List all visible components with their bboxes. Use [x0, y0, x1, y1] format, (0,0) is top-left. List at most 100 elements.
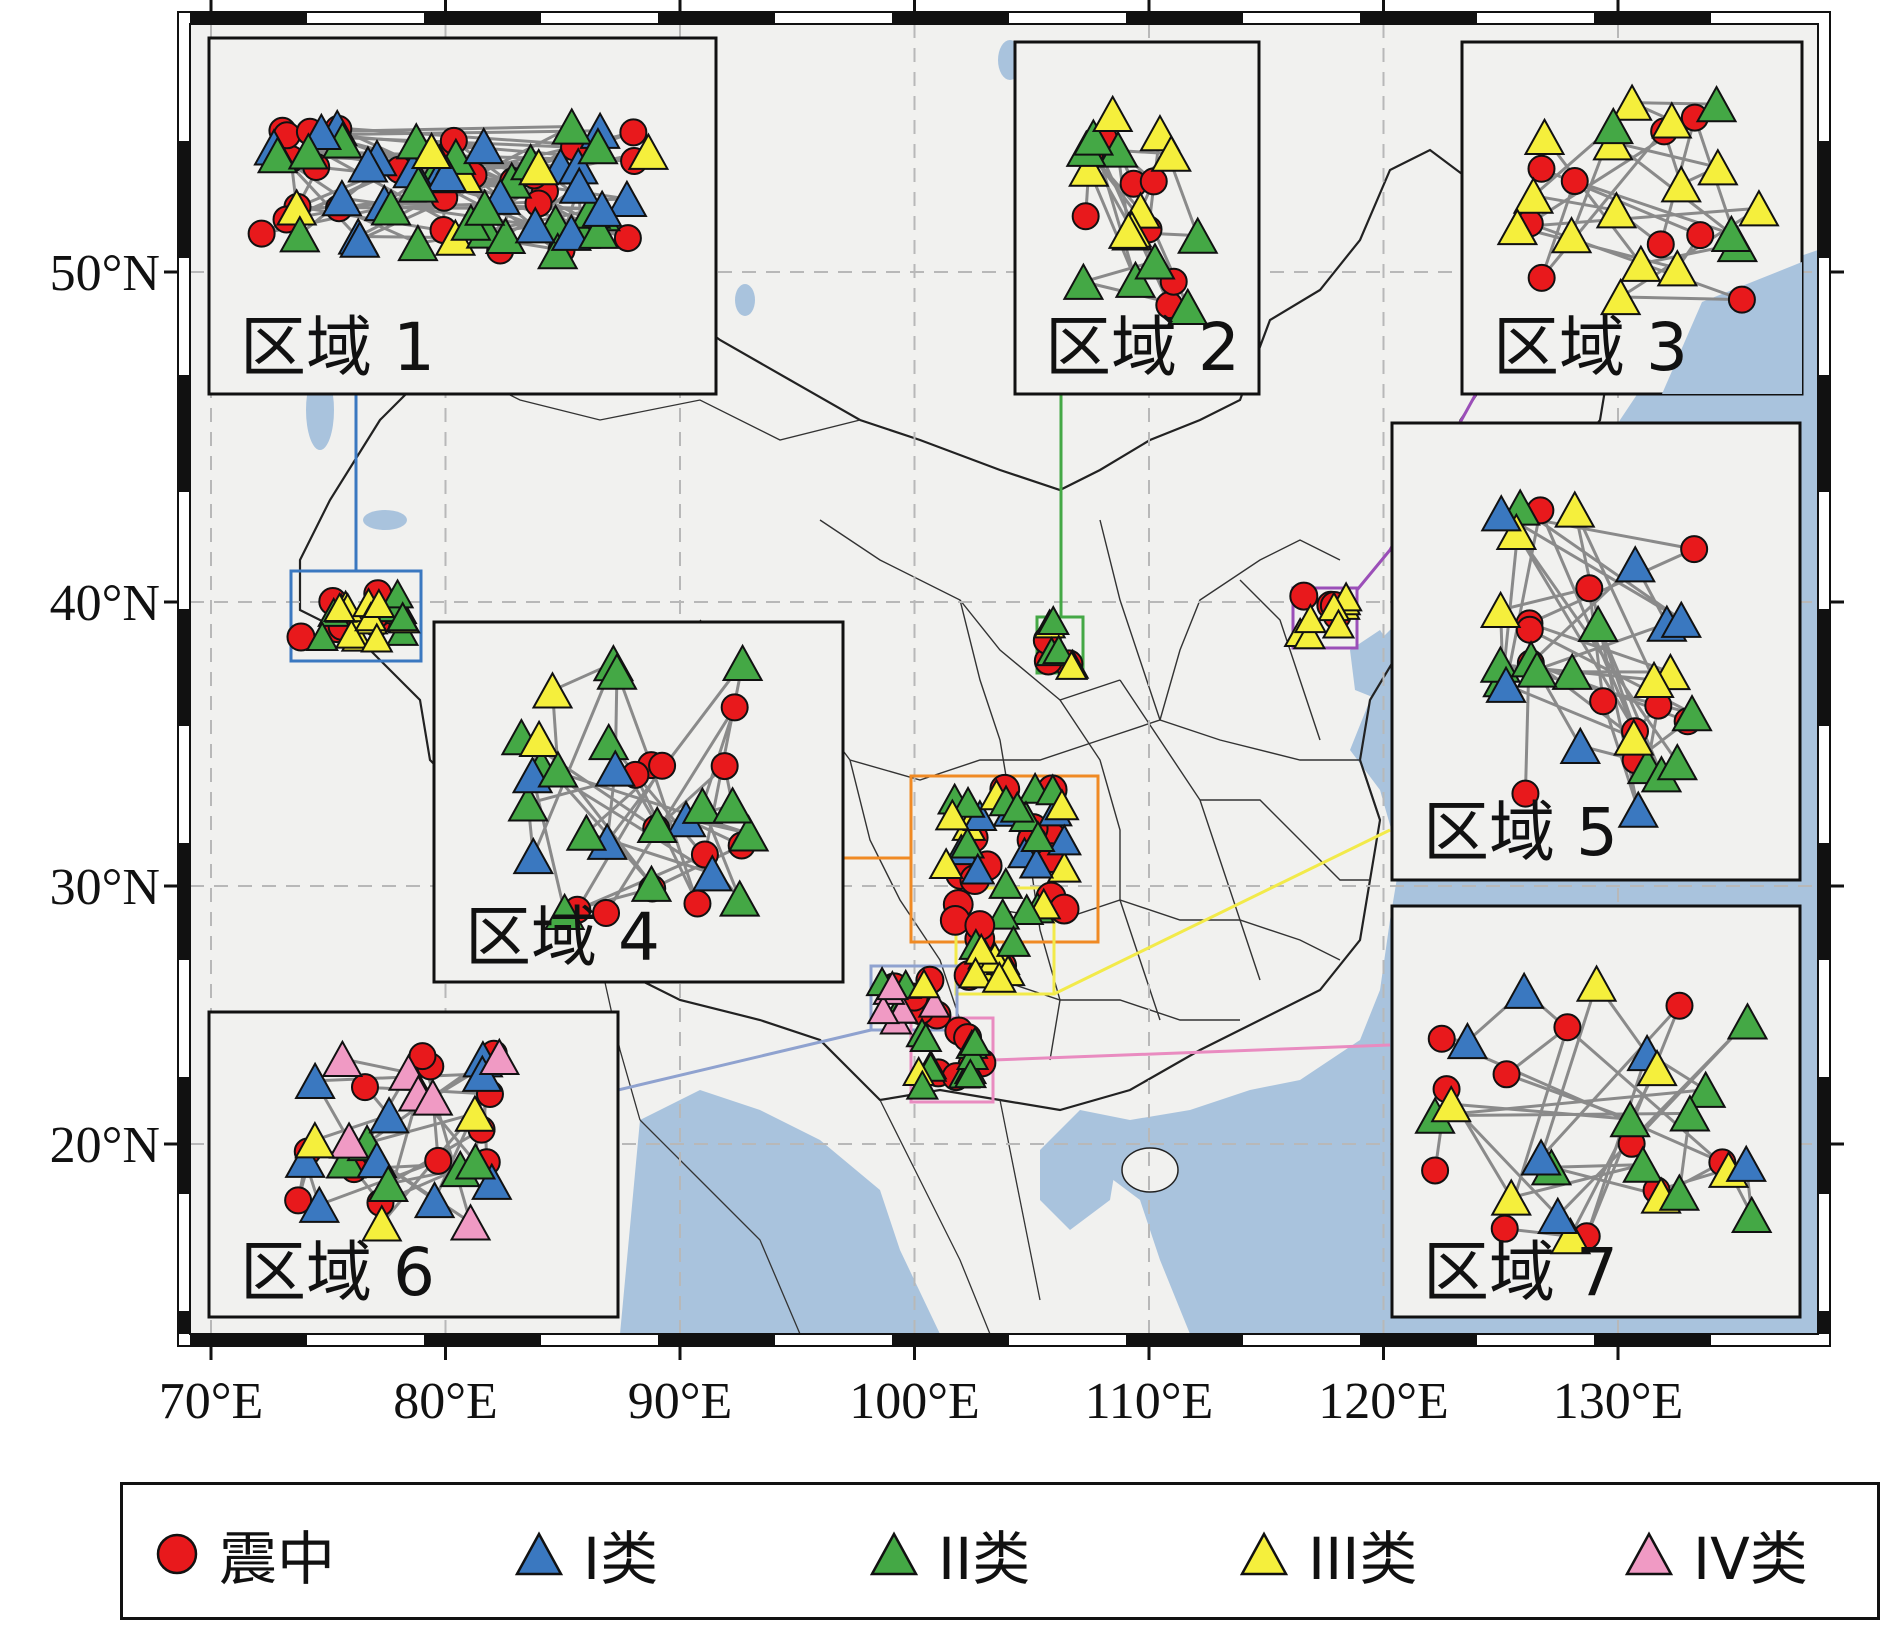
- epicenter-marker: [1139, 167, 1168, 196]
- station-triangle: [334, 618, 369, 649]
- station-triangle: [1651, 101, 1693, 139]
- station-triangle: [718, 879, 761, 917]
- station-triangle: [963, 932, 999, 965]
- station-link: [1539, 983, 1599, 1158]
- frame-block: [892, 1334, 1009, 1346]
- station-triangle: [536, 231, 579, 270]
- station-triangle: [957, 956, 994, 989]
- station-triangle: [1577, 604, 1619, 642]
- legend-class-iii: III类: [1238, 1485, 1417, 1623]
- axis-tick-labels: 70°E 80°E 90°E 100°E 110°E 120°E 130°E 50°N 40°N…: [50, 245, 1684, 1430]
- station-triangle: [464, 188, 506, 226]
- station-triangle: [1020, 820, 1056, 852]
- station-link: [1500, 586, 1590, 612]
- station-triangle: [565, 813, 608, 851]
- station-triangle: [1725, 1144, 1767, 1182]
- station-triangle: [1520, 1138, 1562, 1176]
- station-triangle: [463, 126, 505, 165]
- station-triangle: [410, 131, 453, 170]
- epicenter-marker: [1646, 230, 1675, 259]
- epicenter-marker: [1589, 687, 1618, 716]
- frame-block: [1594, 1334, 1711, 1346]
- inset-label: 区域 6: [240, 1234, 435, 1311]
- legend: 震中 I类 II类 III类 IV类: [120, 1482, 1880, 1620]
- station-triangle: [875, 970, 910, 1001]
- epicenter-marker: [1071, 202, 1100, 231]
- lat-tick-label: 30°N: [50, 859, 160, 916]
- inset-region-1: 区域 1: [207, 36, 718, 396]
- legend-class-i-label: I类: [583, 1525, 659, 1593]
- frame-block: [1126, 1334, 1243, 1346]
- station-triangle: [1072, 118, 1115, 156]
- station-triangle: [551, 107, 593, 145]
- legend-epicenter-label: 震中: [219, 1525, 336, 1593]
- station-link: [1504, 510, 1542, 686]
- station-triangle: [1614, 545, 1656, 583]
- station-triangle: [995, 925, 1032, 957]
- station-triangle: [905, 1069, 940, 1100]
- station-triangle: [518, 148, 560, 186]
- station-triangle: [1730, 1195, 1773, 1233]
- station-triangle: [514, 206, 556, 244]
- station-link: [1451, 1102, 1631, 1121]
- station-triangle: [256, 135, 299, 174]
- station-link: [531, 662, 615, 857]
- frame-block: [178, 1077, 190, 1194]
- frame-block: [1818, 1077, 1830, 1194]
- epicenter-marker: [1686, 221, 1715, 250]
- frame-block: [658, 1334, 775, 1346]
- station-triangle: [949, 826, 986, 859]
- station-triangle: [1009, 893, 1045, 926]
- frame-block: [658, 12, 775, 24]
- frame-block: [424, 1334, 541, 1346]
- lat-tick-label: 40°N: [50, 575, 160, 632]
- station-triangle: [361, 1204, 403, 1242]
- station-triangle: [413, 1180, 456, 1219]
- station-triangle: [934, 798, 971, 831]
- country-boundary: [298, 148, 1612, 1112]
- epicenter-marker: [720, 693, 749, 722]
- station-triangle: [531, 671, 574, 709]
- epicenter-marker: [1527, 263, 1556, 292]
- frame-block: [178, 843, 190, 960]
- station-triangle: [1595, 191, 1638, 229]
- frame-block: [1818, 375, 1830, 492]
- station-triangle: [727, 814, 770, 852]
- station-triangle: [950, 785, 986, 818]
- station-link: [1515, 531, 1679, 763]
- station-triangle: [1695, 84, 1738, 123]
- station-triangle: [425, 154, 468, 192]
- inset-label: 区域 1: [240, 309, 435, 386]
- station-triangle: [909, 1021, 943, 1053]
- station-link: [1536, 622, 1668, 671]
- station-triangle: [362, 587, 396, 619]
- station-triangle: [1293, 603, 1328, 634]
- station-triangle: [1537, 1196, 1579, 1234]
- station-link: [605, 662, 744, 843]
- class-i-triangle-icon: [514, 1531, 564, 1576]
- legend-class-ii-label: II类: [938, 1525, 1031, 1593]
- station-triangle: [917, 987, 952, 1018]
- epicenter-marker: [1575, 574, 1604, 603]
- station-triangle: [1609, 1100, 1651, 1138]
- station-triangle: [543, 892, 586, 931]
- station-triangle: [953, 1058, 988, 1089]
- station-triangle: [1554, 490, 1596, 528]
- frame-block: [178, 375, 190, 492]
- map-frame: [164, 0, 1844, 1360]
- station-triangle: [484, 216, 527, 255]
- station-triangle: [1684, 1070, 1727, 1108]
- class-iv-triangle-icon: [1624, 1531, 1674, 1576]
- leader-line: [992, 1043, 1391, 1062]
- frame-block: [1594, 12, 1711, 24]
- station-triangle: [577, 127, 619, 165]
- inset-region-3: 区域 3: [1460, 40, 1804, 396]
- station-triangle: [907, 968, 941, 999]
- station-triangle: [1292, 619, 1327, 650]
- station-triangle: [1042, 634, 1076, 665]
- frame-block: [190, 1334, 307, 1346]
- station-triangle: [518, 719, 560, 757]
- station-triangle: [1671, 694, 1713, 732]
- station-link: [1517, 206, 1760, 229]
- station-triangle: [1495, 512, 1538, 551]
